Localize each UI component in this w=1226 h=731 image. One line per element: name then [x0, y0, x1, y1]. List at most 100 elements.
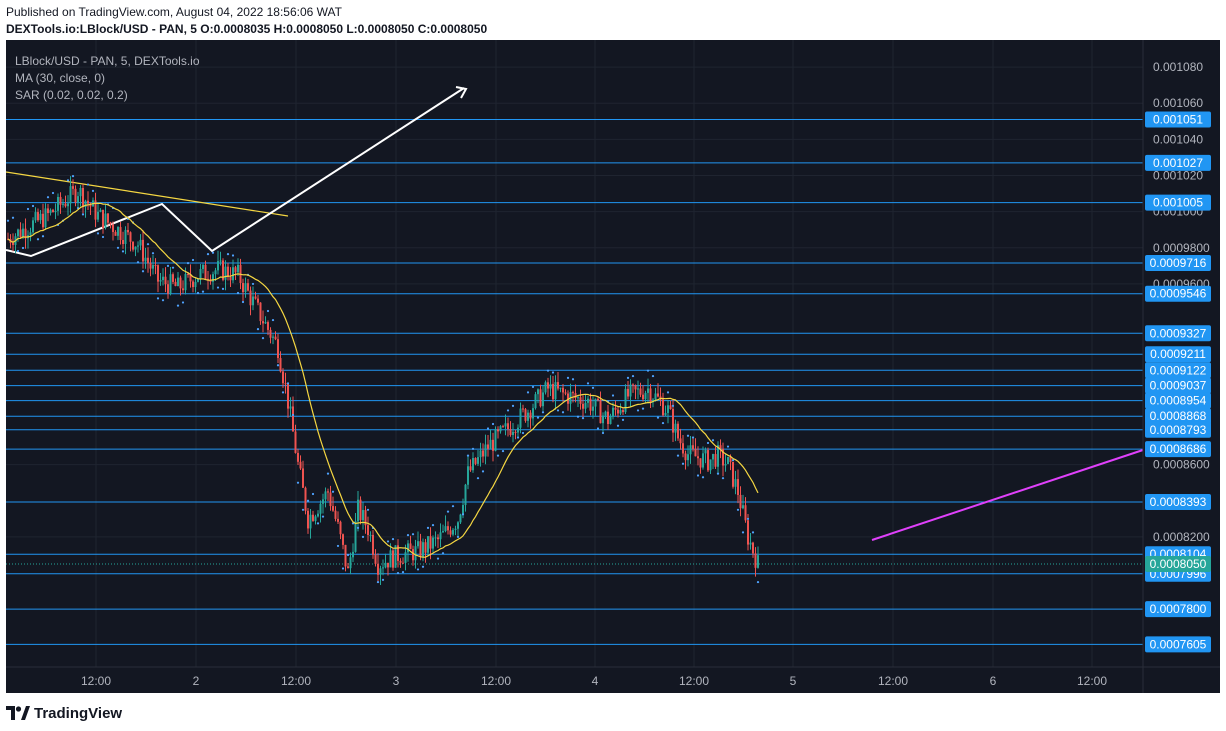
candle-body	[292, 406, 294, 432]
horizontal-levels	[6, 119, 1143, 645]
candle-body	[227, 266, 229, 278]
candle-body	[617, 409, 619, 414]
candle-body	[577, 397, 579, 399]
candle-body	[287, 384, 289, 409]
sar-dot	[411, 533, 415, 536]
candle-body	[202, 264, 204, 269]
candle-body	[662, 399, 664, 416]
legend-ma: MA (30, close, 0)	[15, 71, 106, 85]
sar-dot	[541, 411, 545, 414]
candle-body	[382, 567, 384, 569]
last-price-tag	[1145, 556, 1211, 573]
candle-body	[89, 203, 92, 207]
sar-dot	[396, 571, 400, 575]
sar-dot	[451, 505, 455, 508]
candle-body	[459, 514, 462, 523]
candle-body	[322, 499, 324, 504]
candle-body	[384, 562, 387, 568]
candle-body	[192, 281, 194, 288]
candle-body	[297, 452, 299, 462]
sar-dot	[66, 179, 70, 182]
candle-body	[712, 454, 714, 460]
candle-body	[319, 503, 322, 514]
candle-body	[54, 210, 57, 213]
level-tag-label: 0.0009546	[1150, 287, 1207, 301]
candle-body	[757, 555, 759, 568]
grid	[6, 40, 1143, 667]
level-tag	[1145, 254, 1211, 271]
candle-body	[704, 450, 707, 454]
x-tick-label: 12:00	[878, 674, 908, 688]
price-chart[interactable]: 0.0010800.0010600.0010400.0010200.001000…	[6, 40, 1220, 693]
sar-dot	[681, 462, 685, 465]
candle-body	[339, 521, 342, 535]
sar-dot	[101, 235, 105, 239]
publish-header: Published on TradingView.com, August 04,…	[0, 0, 1226, 40]
candle-body	[307, 510, 309, 529]
chart-area[interactable]: 0.001080 0.001060 0.001040 0.001020 0.001000…	[6, 40, 1220, 693]
chart-legend: LBlock/USD - PAN, 5, DEXTools.io MA (30,…	[15, 53, 200, 104]
sar-dot	[206, 253, 210, 256]
sar-dot	[631, 374, 635, 378]
drawings	[6, 86, 1144, 541]
candle-body	[592, 406, 594, 411]
candle-body	[294, 431, 297, 453]
candle-body	[84, 200, 87, 207]
sar-dot	[431, 524, 435, 527]
sar-dot	[526, 391, 530, 394]
candle-body	[497, 429, 499, 432]
sar-dot	[651, 374, 655, 378]
level-tag	[1145, 421, 1211, 438]
published-text: Published on TradingView.com, August 04,…	[6, 5, 342, 19]
candle-body	[477, 457, 479, 464]
x-tick-label: 12:00	[1077, 674, 1107, 688]
candle-body	[149, 263, 152, 269]
sar-dot	[216, 286, 220, 289]
sar-dot	[416, 568, 420, 571]
candle-body	[144, 257, 147, 262]
candle-body	[739, 494, 742, 509]
candle-body	[367, 525, 369, 536]
level-tag-label: 0.0009037	[1150, 379, 1207, 393]
candle-body	[604, 411, 607, 416]
sar-dot	[591, 386, 595, 389]
candle-body	[379, 568, 382, 575]
sar-dot	[276, 364, 280, 367]
candle-body	[627, 388, 629, 397]
candle-body	[87, 200, 89, 204]
sar-dot	[231, 254, 235, 257]
sar-dot	[501, 449, 505, 453]
candle-body	[62, 203, 64, 205]
candle-body	[132, 241, 134, 250]
sar-dot	[706, 441, 710, 445]
sar-dot	[161, 299, 165, 302]
candle-body	[517, 427, 519, 433]
candle-body	[747, 520, 749, 545]
candle-body	[122, 240, 124, 244]
sar-dot	[51, 191, 55, 195]
candle-body	[512, 431, 514, 436]
sar-dot	[256, 328, 260, 331]
candle-body	[534, 394, 537, 409]
candle-body	[104, 213, 107, 228]
candle-body	[722, 448, 724, 466]
sar-dot	[21, 246, 25, 250]
candle-body	[244, 283, 247, 293]
candle-body	[734, 479, 737, 487]
sar-dot	[461, 513, 465, 516]
candle-body	[17, 229, 19, 237]
candle-body	[279, 358, 282, 372]
level-tag-label: 0.0009211	[1150, 347, 1206, 361]
sar-indicator	[6, 175, 760, 584]
candle-body	[537, 389, 539, 395]
candle-body	[502, 426, 504, 428]
candle-body	[262, 321, 264, 324]
candle-body	[44, 208, 47, 228]
candle-body	[594, 398, 597, 407]
sar-dot	[141, 270, 145, 273]
sar-dot	[71, 175, 75, 178]
candle-body	[574, 393, 577, 398]
x-tick-label: 4	[592, 674, 599, 688]
sar-dot	[546, 369, 550, 372]
candle-body	[282, 371, 284, 384]
